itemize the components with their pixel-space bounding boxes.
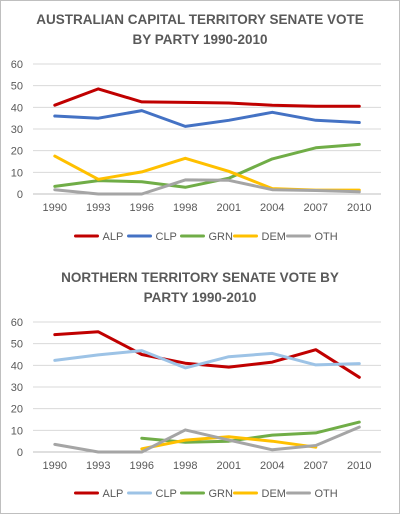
y-tick-label: 40	[11, 102, 23, 114]
x-tick-label: 1998	[173, 460, 197, 472]
x-tick-label: 1998	[173, 202, 197, 214]
x-tick-label: 2004	[260, 202, 284, 214]
x-tick-label: 2001	[217, 202, 241, 214]
legend-label-dem: DEM	[262, 231, 286, 243]
chart-title-nt: NORTHERN TERRITORY SENATE VOTE BY PARTY …	[0, 268, 400, 308]
chart-title-nt-line1: NORTHERN TERRITORY SENATE VOTE BY	[61, 270, 339, 285]
x-tick-label: 1996	[130, 460, 154, 472]
y-tick-label: 30	[11, 124, 23, 136]
y-tick-label: 60	[11, 59, 23, 71]
chart-title-act: AUSTRALIAN CAPITAL TERRITORY SENATE VOTE…	[0, 10, 400, 50]
x-tick-label: 2004	[260, 460, 284, 472]
x-tick-label: 2010	[347, 202, 371, 214]
x-tick-label: 1993	[86, 460, 110, 472]
y-tick-label: 20	[11, 404, 23, 416]
series-line-grn	[53, 142, 361, 189]
x-tick-label: 2007	[304, 460, 328, 472]
x-tick-label: 1990	[43, 202, 67, 214]
y-tick-label: 50	[11, 81, 23, 93]
legend-label-clp: CLP	[156, 231, 177, 243]
series-line-alp	[53, 87, 361, 108]
y-tick-label: 10	[11, 167, 23, 179]
x-tick-label: 1993	[86, 202, 110, 214]
chart-title-act-line1: AUSTRALIAN CAPITAL TERRITORY SENATE VOTE	[36, 12, 364, 27]
chart-title-act-line2: BY PARTY 1990-2010	[132, 32, 268, 47]
series-line-alp	[53, 330, 361, 379]
series-line-clp	[53, 109, 361, 128]
y-tick-label: 50	[11, 339, 23, 351]
legend-label-grn: GRN	[209, 488, 234, 500]
legend-label-dem: DEM	[262, 488, 286, 500]
legend-label-oth: OTH	[315, 231, 338, 243]
x-tick-label: 2010	[347, 460, 371, 472]
series-line-oth	[53, 425, 361, 454]
series-line-clp	[53, 349, 361, 370]
y-tick-label: 30	[11, 382, 23, 394]
series-line-dem	[53, 154, 361, 192]
y-tick-label: 0	[17, 189, 23, 201]
y-tick-label: 0	[17, 447, 23, 459]
y-tick-label: 20	[11, 146, 23, 158]
chart-nt: 0 10 20 30 40 50 60 1990 1993 1996 1998 2001 2004 200…	[11, 317, 381, 500]
x-tick-label: 1990	[43, 460, 67, 472]
legend-label-clp: CLP	[156, 488, 177, 500]
chart-title-nt-line2: PARTY 1990-2010	[143, 290, 257, 305]
y-tick-label: 60	[11, 317, 23, 329]
y-tick-label: 40	[11, 360, 23, 372]
x-tick-label: 2007	[304, 202, 328, 214]
series-line-oth	[53, 178, 361, 196]
series-line-dem	[140, 435, 318, 451]
legend-label-oth: OTH	[315, 488, 338, 500]
legend-label-alp: ALP	[103, 488, 124, 500]
chart-act: 0 10 20 30 40 50 60 1990 1993 1996 1998 2001 2004 200…	[11, 59, 381, 243]
legend-label-grn: GRN	[209, 231, 234, 243]
x-tick-label: 2001	[217, 460, 241, 472]
x-tick-label: 1996	[130, 202, 154, 214]
legend-label-alp: ALP	[103, 231, 124, 243]
y-tick-label: 10	[11, 425, 23, 437]
